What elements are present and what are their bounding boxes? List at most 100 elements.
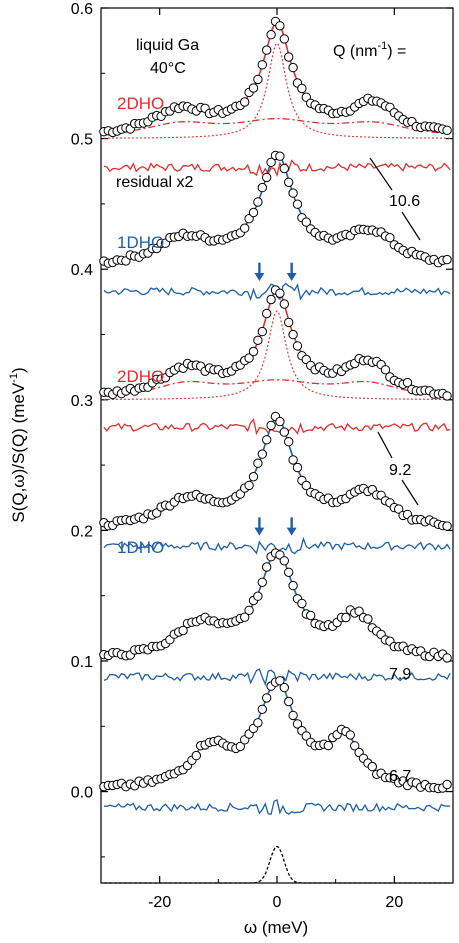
data-point	[279, 163, 289, 174]
data-point	[257, 60, 267, 70]
y-axis-label-sup: -1	[8, 373, 20, 383]
data-point	[244, 480, 254, 491]
x-tick-label: 20	[385, 894, 403, 911]
sample-label: liquid Ga	[136, 37, 199, 54]
data-point	[266, 294, 276, 305]
data-point	[350, 741, 360, 751]
arrow-head	[254, 527, 265, 536]
residual-line	[103, 159, 451, 177]
pointer-9-2-up	[377, 431, 393, 459]
x-axis-label: ω (meV)	[244, 918, 308, 937]
data-point	[266, 30, 276, 40]
data-point	[262, 45, 272, 55]
component-broad	[103, 379, 451, 397]
series-q-10-6-2dho	[99, 16, 452, 177]
data-point	[279, 682, 289, 693]
data-point	[367, 761, 377, 772]
y-tick-label: 0.3	[71, 393, 93, 410]
data-point	[288, 710, 298, 721]
q-label-base: Q (nm	[333, 43, 377, 60]
data-point	[257, 449, 267, 459]
data-point	[288, 188, 298, 198]
temperature-label: 40°C	[150, 60, 186, 77]
x-tick-label: -20	[148, 894, 171, 911]
data-point	[284, 437, 294, 447]
data-point	[306, 610, 316, 621]
data-point	[292, 341, 303, 351]
series-q-6-7-1dho	[99, 676, 452, 816]
series-q-7-9-1dho	[99, 548, 452, 687]
data-point	[240, 223, 250, 233]
component-narrow	[103, 310, 451, 400]
data-point	[253, 74, 263, 85]
pointer-9-2-down	[401, 479, 419, 506]
data-point	[262, 308, 272, 319]
model-label-2: 1DHO	[117, 233, 164, 252]
pointer-10-6-down	[401, 211, 421, 241]
residual-label: residual x2	[116, 174, 193, 191]
q-value-9-2: 9.2	[389, 462, 411, 479]
data-point	[262, 172, 272, 183]
residual-line	[103, 418, 451, 436]
data-point	[262, 435, 272, 445]
data-point	[442, 254, 452, 265]
q-label: Q (nm-1) =	[333, 40, 406, 60]
q-label-sup: -1	[377, 40, 387, 52]
arrow-head	[254, 272, 265, 281]
data-point	[385, 233, 395, 243]
data-point	[279, 556, 289, 566]
component-broad	[103, 117, 451, 135]
data-point	[284, 567, 294, 577]
data-point	[266, 157, 276, 168]
data-point	[301, 480, 311, 491]
model-label-3: 2DHO	[117, 367, 164, 386]
residual-line	[103, 798, 451, 816]
y-tick-label: 0.5	[71, 132, 93, 149]
data-point	[253, 197, 263, 207]
y-tick-label: 0.1	[71, 654, 93, 671]
data-point	[279, 34, 289, 44]
q-value-6-7: 6.7	[389, 768, 411, 785]
x-tick-label: 0	[273, 894, 282, 911]
series-q-9-2-2dho	[99, 285, 452, 436]
data-point	[402, 377, 413, 388]
resolution-function	[103, 845, 451, 884]
model-label-1: 2DHO	[117, 94, 164, 113]
data-point	[284, 317, 294, 328]
data-point	[257, 326, 267, 337]
data-point	[240, 612, 250, 622]
data-point	[275, 151, 285, 161]
data-point	[191, 750, 202, 761]
q-value-7-9: 7.9	[389, 666, 411, 683]
data-point	[248, 472, 259, 482]
component-narrow	[103, 42, 451, 139]
data-point	[394, 504, 404, 514]
data-point	[253, 335, 263, 345]
data-point	[178, 625, 188, 636]
data-point	[301, 217, 311, 227]
arrow-head	[286, 527, 297, 536]
data-point	[341, 612, 351, 623]
q-label-close: ) =	[387, 43, 406, 60]
data-point	[235, 741, 246, 752]
data-point	[292, 462, 303, 473]
data-point	[442, 391, 452, 401]
y-tick-label: 0.2	[71, 523, 93, 540]
data-point	[253, 591, 263, 601]
data-point	[248, 207, 259, 218]
data-point	[284, 177, 294, 188]
data-point	[297, 83, 307, 94]
data-point	[279, 427, 289, 437]
data-point	[262, 562, 272, 572]
data-point	[301, 731, 311, 741]
series-group	[99, 16, 452, 884]
data-point	[253, 718, 263, 728]
series-q-9-2-1dho	[99, 411, 452, 555]
data-point	[279, 299, 289, 309]
q-value-10-6: 10.6	[389, 193, 420, 210]
data-point	[363, 614, 373, 624]
data-point	[292, 719, 303, 729]
data-point	[288, 580, 298, 591]
data-point	[248, 83, 259, 93]
